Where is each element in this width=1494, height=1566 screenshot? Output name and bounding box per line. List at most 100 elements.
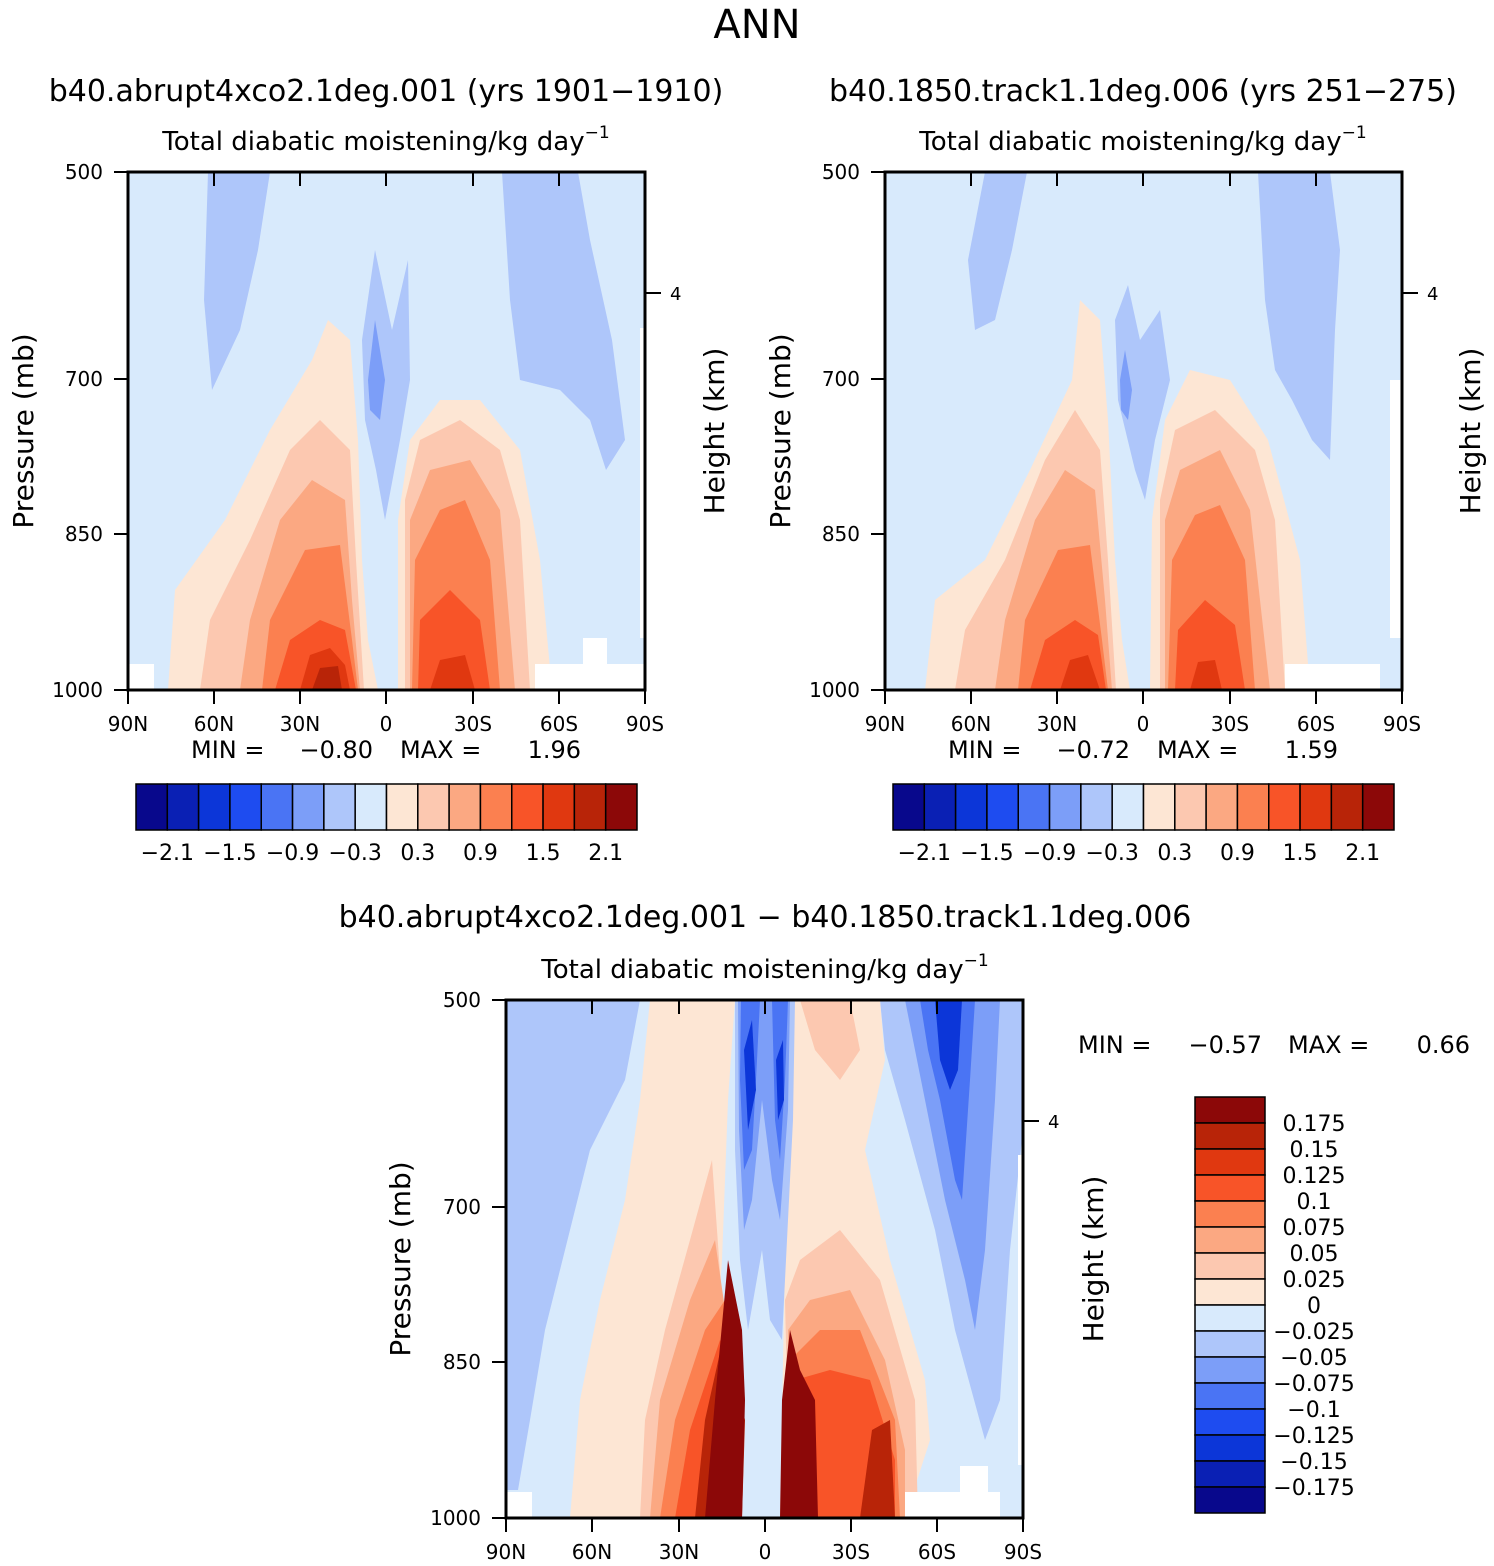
panel-c-ytick: 850 (443, 1350, 481, 1374)
panel-b-colorbar: −2.1 −1.5 −0.9 −0.3 0.3 0.9 1.5 2.1 (892, 783, 1395, 866)
panel-b: b40.1850.track1.1deg.006 (yrs 251−275) T… (764, 74, 1487, 866)
panel-a-colorbar-swatch (385, 783, 419, 831)
panel-c-xtick: 60N (572, 1540, 612, 1564)
panel-a-colorbar-label: 0.3 (400, 841, 435, 866)
panel-c-min-value: −0.57 (1188, 1031, 1262, 1059)
panel-b-xtick: 60N (951, 712, 991, 736)
panel-a-colorbar-label: −2.1 (141, 841, 194, 866)
panel-b-colorbar-swatch (923, 783, 957, 831)
panel-b-colorbar-swatch (1205, 783, 1239, 831)
panel-c-colorbar-swatch (1194, 1148, 1266, 1176)
panel-b-variable-title: Total diabatic moistening/kg day−1 (918, 123, 1366, 157)
panel-a-xtick: 90S (626, 712, 664, 736)
panel-c-case-title: b40.abrupt4xco2.1deg.001 − b40.1850.trac… (339, 900, 1192, 935)
panel-b-max-value: 1.59 (1285, 736, 1338, 764)
panel-b-right-tick: 4 (1427, 284, 1438, 305)
panel-c-right-label: Height (km) (1077, 1176, 1110, 1343)
panel-a-colorbar-swatch (291, 783, 325, 831)
panel-a-colorbar-label: 1.5 (526, 841, 561, 866)
panel-b-colorbar-swatch (1268, 783, 1301, 831)
panel-b-colorbar-swatch (954, 783, 988, 831)
panel-b-min-label: MIN = (948, 736, 1021, 764)
figure-title: ANN (713, 2, 800, 48)
panel-c-unit-exp: −1 (964, 951, 989, 971)
panel-c-colorbar-swatch (1194, 1460, 1266, 1488)
panel-b-colorbar-swatch (1299, 783, 1333, 831)
panel-a-xtick: 30N (280, 712, 320, 736)
panel-a-ytick: 1000 (52, 678, 103, 702)
panel-c-xtick: 30N (659, 1540, 699, 1564)
panel-c-contour-field (506, 1000, 1023, 1518)
panel-a-colorbar-swatch (511, 783, 544, 831)
panel-a-contour-field (128, 172, 645, 690)
panel-a-right-tick: 4 (670, 284, 681, 305)
panel-c-colorbar-swatch (1194, 1278, 1266, 1306)
panel-a-xtick: 30S (454, 712, 492, 736)
panel-a-xtick: 60N (194, 712, 234, 736)
panel-b-xtick: 90S (1383, 712, 1421, 736)
panel-a-xtick: 0 (380, 712, 393, 736)
panel-a-min-value: −0.80 (299, 736, 373, 764)
panel-b-contour-field (885, 172, 1402, 690)
panel-c-colorbar-swatch (1194, 1304, 1266, 1332)
panel-b-xtick: 30N (1037, 712, 1077, 736)
panel-a-colorbar-swatch (417, 783, 450, 831)
panel-a-colorbar-swatch (479, 783, 513, 831)
panel-b-xtick: 90N (865, 712, 905, 736)
panel-c-colorbar-swatch (1194, 1408, 1266, 1436)
panel-a-ytick: 850 (65, 522, 103, 546)
panel-a-min-label: MIN = (191, 736, 264, 764)
panel-b-colorbar-swatch (1080, 783, 1113, 831)
panel-a-colorbar-swatch (197, 783, 231, 831)
panel-b-ytick: 850 (822, 522, 860, 546)
panel-b-colorbar-swatch (1048, 783, 1082, 831)
panel-a-variable: Total diabatic moistening/kg day (161, 127, 584, 157)
panel-c-colorbar-swatch (1194, 1382, 1266, 1410)
panel-c-colorbar-label: 0.025 (1283, 1268, 1346, 1293)
panel-b-colorbar-label: 1.5 (1283, 841, 1318, 866)
panel-b-unit-exp: −1 (1342, 123, 1367, 143)
panel-b-xtick: 0 (1137, 712, 1150, 736)
panel-a-variable-title: Total diabatic moistening/kg day−1 (161, 123, 609, 157)
panel-c-colorbar-label: −0.025 (1273, 1320, 1354, 1345)
panel-c-max-value: 0.66 (1417, 1031, 1470, 1059)
panel-c-colorbar-label: 0.175 (1283, 1112, 1346, 1137)
panel-b-ylabel: Pressure (mb) (764, 333, 797, 528)
panel-c-colorbar-label: −0.175 (1273, 1476, 1354, 1501)
panel-b-colorbar-swatch (1330, 783, 1364, 831)
panel-c-colorbar-label: 0.1 (1297, 1190, 1332, 1215)
panel-a-colorbar-swatch (448, 783, 482, 831)
panel-c-ylabel: Pressure (mb) (384, 1161, 417, 1356)
panel-b-max-label: MAX = (1157, 736, 1238, 764)
panel-b-ticks (871, 171, 1418, 704)
panel-c-colorbar-label: 0.125 (1283, 1164, 1346, 1189)
panel-c-variable: Total diabatic moistening/kg day (540, 955, 963, 985)
panel-c-ticks (492, 999, 1039, 1532)
panel-b-variable: Total diabatic moistening/kg day (918, 127, 1341, 157)
panel-b-colorbar-label: 0.3 (1157, 841, 1192, 866)
panel-b-min-value: −0.72 (1056, 736, 1130, 764)
panel-b-colorbar-swatch (1174, 783, 1207, 831)
panel-a-xtick: 90N (108, 712, 148, 736)
panel-a-max-label: MAX = (400, 736, 481, 764)
panel-c-xtick: 0 (759, 1540, 772, 1564)
panel-c-colorbar-swatch (1194, 1356, 1266, 1384)
panel-a-colorbar-swatch (604, 783, 638, 831)
panel-a-ytick: 700 (65, 367, 103, 391)
panel-c-colorbar: 0.1750.150.1250.10.0750.050.0250−0.025−0… (1194, 1096, 1355, 1514)
panel-c-colorbar-swatch (1194, 1122, 1266, 1150)
panel-a-colorbar-swatch (542, 783, 576, 831)
panel-c-colorbar-swatch (1194, 1174, 1266, 1202)
panel-c-colorbar-swatch (1194, 1226, 1266, 1254)
panel-b-colorbar-label: −0.9 (1023, 841, 1076, 866)
panel-c-colorbar-swatch (1194, 1330, 1266, 1358)
panel-c-ytick: 700 (443, 1195, 481, 1219)
panel-a-xtick: 60S (540, 712, 578, 736)
panel-b-xtick: 60S (1297, 712, 1335, 736)
panel-b-colorbar-label: 2.1 (1345, 841, 1380, 866)
panel-c-colorbar-label: 0.15 (1290, 1138, 1339, 1163)
panel-c-min-label: MIN = (1078, 1031, 1151, 1059)
panel-b-colorbar-swatch (986, 783, 1019, 831)
panel-c-colorbar-label: 0.05 (1290, 1242, 1339, 1267)
panel-b-case-title: b40.1850.track1.1deg.006 (yrs 251−275) (829, 74, 1457, 109)
